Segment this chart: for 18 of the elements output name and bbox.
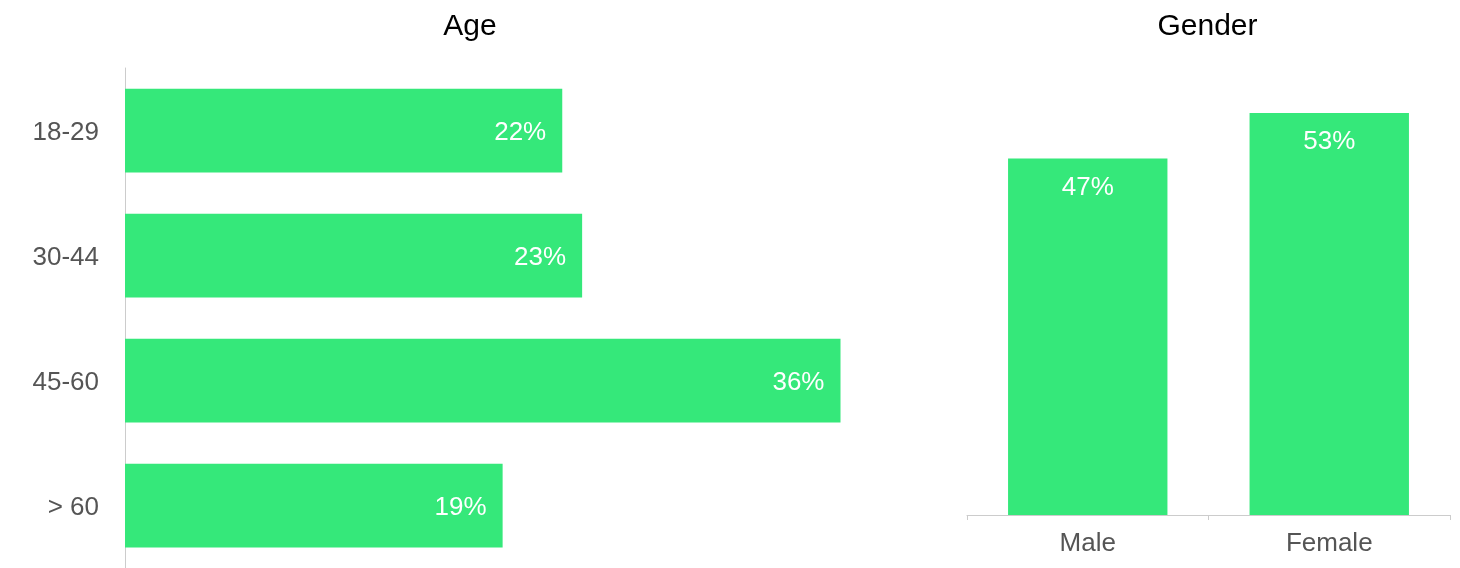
chart-title: Age xyxy=(443,7,497,41)
chart-title: Gender xyxy=(1157,7,1258,41)
data-label: 36% xyxy=(772,365,825,396)
y-tick-label: 18-29 xyxy=(32,115,99,146)
data-label: 47% xyxy=(1061,170,1114,201)
x-tick-label: Male xyxy=(1059,527,1116,557)
data-label: 19% xyxy=(434,490,487,521)
bar xyxy=(125,338,841,423)
data-label: 23% xyxy=(514,240,567,271)
bar xyxy=(125,463,503,548)
y-tick-label: 30-44 xyxy=(32,240,99,271)
bar xyxy=(125,88,563,173)
data-label: 53% xyxy=(1303,125,1356,156)
y-tick-label: > 60 xyxy=(47,490,99,521)
x-tick-label: Female xyxy=(1285,527,1373,557)
bar xyxy=(125,213,583,298)
data-label: 22% xyxy=(494,115,547,146)
y-tick-label: 45-60 xyxy=(32,365,99,396)
